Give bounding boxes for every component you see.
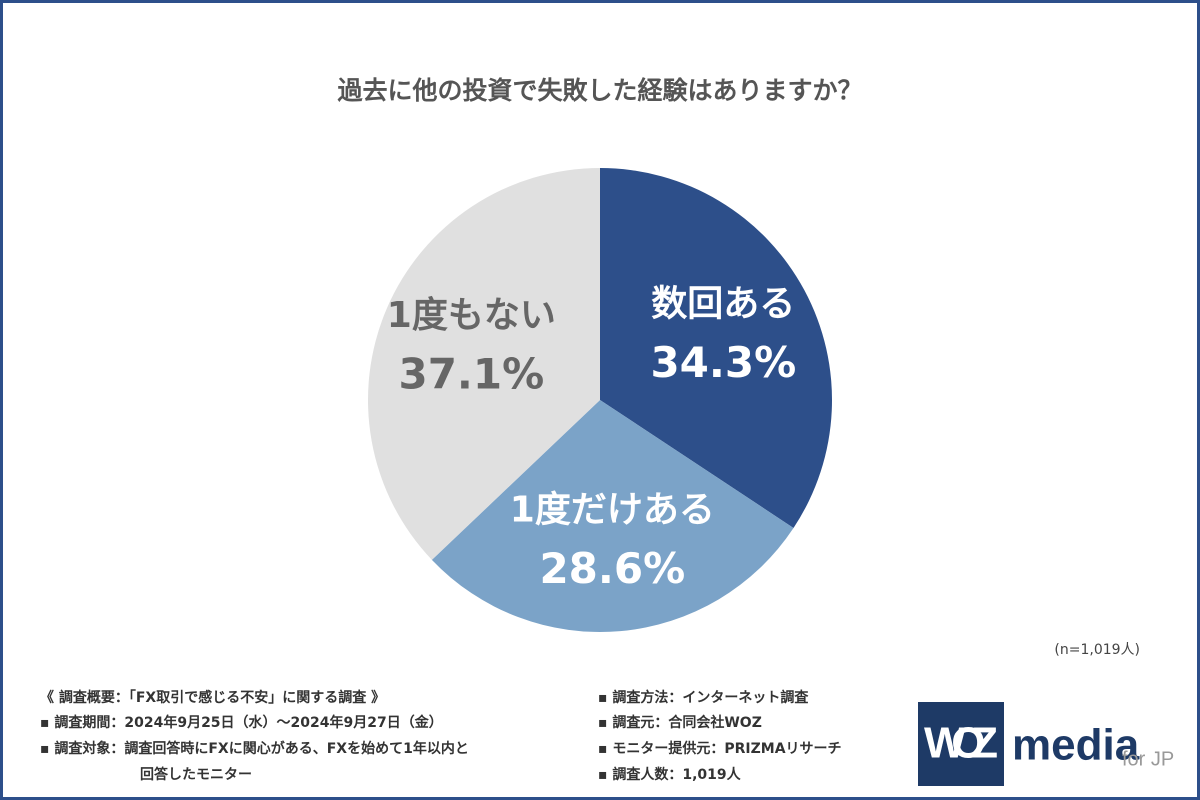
pie-slice <box>431 400 794 633</box>
sample-note: (n=1,019人) <box>1054 642 1140 658</box>
slice-label: 数回ある <box>651 284 795 325</box>
logo-box <box>918 702 1004 786</box>
pie-slice <box>367 168 600 560</box>
footer-note: 《 調査概要：「FX取引で感じる不安」に関する調査 》 <box>40 689 385 706</box>
footer-note: ▪ 調査対象：調査回答時にFXに関心がある、FXを始めて1年以内と <box>40 740 469 757</box>
logo-mark: WOZ <box>924 719 998 768</box>
logo-suffix: for JP <box>1122 748 1174 770</box>
logo-name: media <box>1012 721 1140 770</box>
chart-title: 過去に他の投資で失敗した経験はありますか？ <box>337 76 862 105</box>
slice-value: 37.1% <box>398 349 544 398</box>
footer-note: ▪ 調査期間：2024年9月25日（水）〜2024年9月27日（金） <box>40 714 443 731</box>
footer-note: ▪ 調査元：合同会社WOZ <box>598 714 762 731</box>
footer-note: ▪ 調査人数：1,019人 <box>598 766 742 783</box>
slice-value: 28.6% <box>539 544 685 593</box>
footer-note: 回答したモニター <box>140 766 252 783</box>
slice-label: 1度だけある <box>510 489 715 530</box>
slice-label: 1度もない <box>387 295 556 336</box>
footer-note: ▪ 調査方法：インターネット調査 <box>598 689 809 706</box>
pie-slice <box>600 168 833 528</box>
slice-value: 34.3% <box>650 338 796 387</box>
footer-note: ▪ モニター提供元：PRIZMAリサーチ <box>598 740 842 757</box>
